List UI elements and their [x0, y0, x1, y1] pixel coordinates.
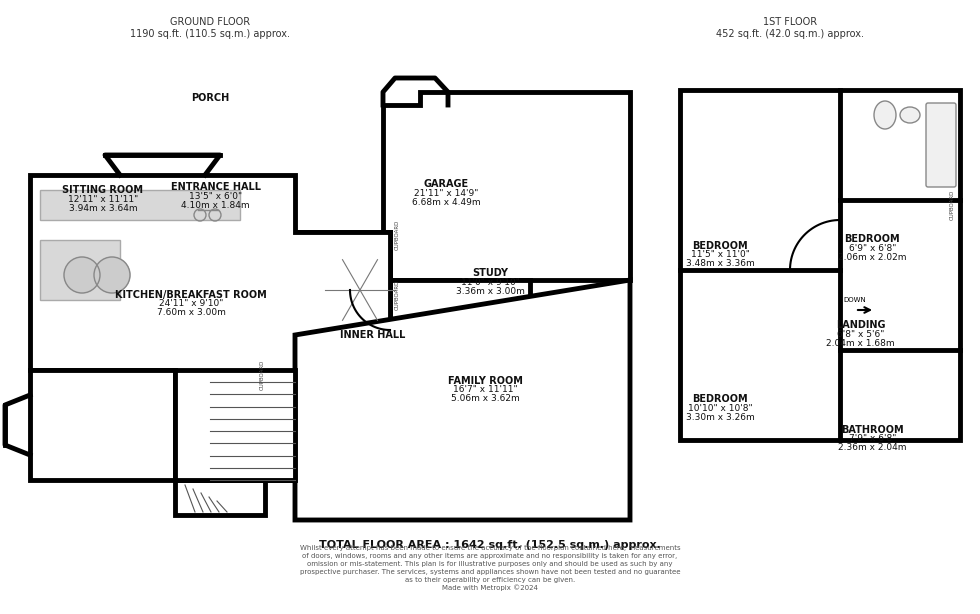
- Text: 24'11" x 9'10": 24'11" x 9'10": [159, 299, 223, 308]
- Text: 7'9" x 6'8": 7'9" x 6'8": [849, 434, 896, 443]
- Circle shape: [64, 257, 100, 293]
- Text: FAMILY ROOM: FAMILY ROOM: [448, 376, 522, 386]
- Text: 2.06m x 2.02m: 2.06m x 2.02m: [838, 253, 906, 262]
- Text: BEDROOM: BEDROOM: [845, 235, 900, 244]
- Text: LANDING: LANDING: [836, 321, 885, 330]
- Text: 2.04m x 1.68m: 2.04m x 1.68m: [826, 339, 895, 348]
- Polygon shape: [295, 280, 630, 520]
- Polygon shape: [30, 175, 390, 480]
- Text: BEDROOM: BEDROOM: [693, 241, 748, 251]
- Text: GARAGE: GARAGE: [423, 179, 468, 189]
- Text: 21'11" x 14'9": 21'11" x 14'9": [414, 188, 478, 198]
- Text: 4.10m x 1.84m: 4.10m x 1.84m: [181, 201, 250, 210]
- Text: 3.30m x 3.26m: 3.30m x 3.26m: [686, 413, 755, 422]
- Text: 13'5" x 6'0": 13'5" x 6'0": [189, 192, 242, 201]
- Polygon shape: [390, 280, 530, 370]
- Text: 16'7" x 11'11": 16'7" x 11'11": [453, 385, 517, 394]
- Text: 6.68m x 4.49m: 6.68m x 4.49m: [412, 198, 480, 207]
- Text: 1ST FLOOR
452 sq.ft. (42.0 sq.m.) approx.: 1ST FLOOR 452 sq.ft. (42.0 sq.m.) approx…: [716, 17, 864, 39]
- Text: GROUND FLOOR
1190 sq.ft. (110.5 sq.m.) approx.: GROUND FLOOR 1190 sq.ft. (110.5 sq.m.) a…: [130, 17, 290, 39]
- Text: Whilst every attempt has been made to ensure the accuracy of the floorplan conta: Whilst every attempt has been made to en…: [300, 545, 680, 591]
- Text: CUPBOARD: CUPBOARD: [950, 190, 955, 220]
- Text: PORCH: PORCH: [191, 93, 230, 103]
- Polygon shape: [175, 480, 265, 515]
- Text: 7.60m x 3.00m: 7.60m x 3.00m: [157, 308, 225, 317]
- Text: 11'0" x 9'10": 11'0" x 9'10": [461, 278, 519, 287]
- Text: INNER HALL: INNER HALL: [340, 330, 405, 340]
- Bar: [40, 190, 240, 220]
- Polygon shape: [295, 232, 390, 370]
- FancyBboxPatch shape: [926, 103, 956, 187]
- Ellipse shape: [874, 101, 896, 129]
- Text: 12'11" x 11'11": 12'11" x 11'11": [68, 195, 138, 204]
- Text: SITTING ROOM: SITTING ROOM: [63, 185, 143, 195]
- Text: 3.36m x 3.00m: 3.36m x 3.00m: [456, 287, 524, 296]
- Bar: [40, 240, 120, 300]
- Text: 2.36m x 2.04m: 2.36m x 2.04m: [838, 443, 906, 453]
- Text: DOWN: DOWN: [844, 297, 866, 303]
- Text: 3.94m x 3.64m: 3.94m x 3.64m: [69, 204, 137, 213]
- Text: 10'10" x 10'8": 10'10" x 10'8": [688, 403, 753, 413]
- Text: KITCHEN/BREAKFAST ROOM: KITCHEN/BREAKFAST ROOM: [116, 290, 267, 300]
- Text: 6'8" x 5'6": 6'8" x 5'6": [837, 330, 884, 339]
- Text: 3.48m x 3.36m: 3.48m x 3.36m: [686, 259, 755, 268]
- Circle shape: [94, 257, 130, 293]
- Text: CUPBOARD: CUPBOARD: [395, 220, 400, 250]
- Text: 11'5" x 11'0": 11'5" x 11'0": [691, 250, 750, 259]
- Text: BEDROOM: BEDROOM: [693, 394, 748, 404]
- Text: STUDY: STUDY: [472, 268, 508, 278]
- Ellipse shape: [900, 107, 920, 123]
- Polygon shape: [30, 370, 175, 480]
- Text: BATHROOM: BATHROOM: [841, 425, 904, 435]
- Text: 6'9" x 6'8": 6'9" x 6'8": [849, 244, 896, 253]
- Polygon shape: [175, 370, 295, 480]
- Text: TOTAL FLOOR AREA : 1642 sq.ft. (152.5 sq.m.) approx.: TOTAL FLOOR AREA : 1642 sq.ft. (152.5 sq…: [319, 540, 661, 550]
- Text: CUPBOARD: CUPBOARD: [260, 360, 265, 390]
- Text: ENTRANCE HALL: ENTRANCE HALL: [171, 182, 261, 192]
- Polygon shape: [680, 90, 960, 440]
- Polygon shape: [383, 92, 630, 280]
- Text: CUPBOARD: CUPBOARD: [395, 280, 400, 310]
- Text: 5.06m x 3.62m: 5.06m x 3.62m: [451, 394, 519, 403]
